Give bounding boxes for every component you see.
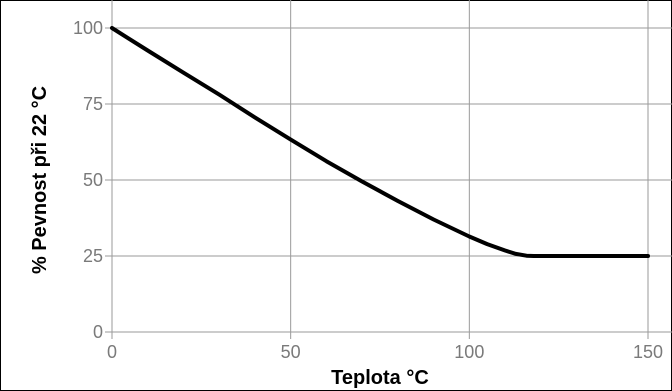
tick-labels: 0 50 100 150 0 25 50 75 100 [73, 18, 663, 362]
y-tick-label: 50 [83, 170, 103, 190]
y-tick-label: 25 [83, 246, 103, 266]
y-axis-title: % Pevnost při 22 °C [29, 86, 51, 274]
series-line [110, 26, 650, 258]
x-axis-title: Teplota °C [331, 367, 429, 389]
x-tick-label: 100 [454, 342, 484, 362]
series-layer [110, 26, 650, 258]
grid [112, 0, 672, 332]
x-tick-label: 150 [633, 342, 663, 362]
axes [105, 0, 672, 339]
x-tick-label: 50 [281, 342, 301, 362]
y-tick-label: 75 [83, 94, 103, 114]
y-tick-label: 100 [73, 18, 103, 38]
x-tick-label: 0 [107, 342, 117, 362]
y-tick-label: 0 [93, 322, 103, 342]
